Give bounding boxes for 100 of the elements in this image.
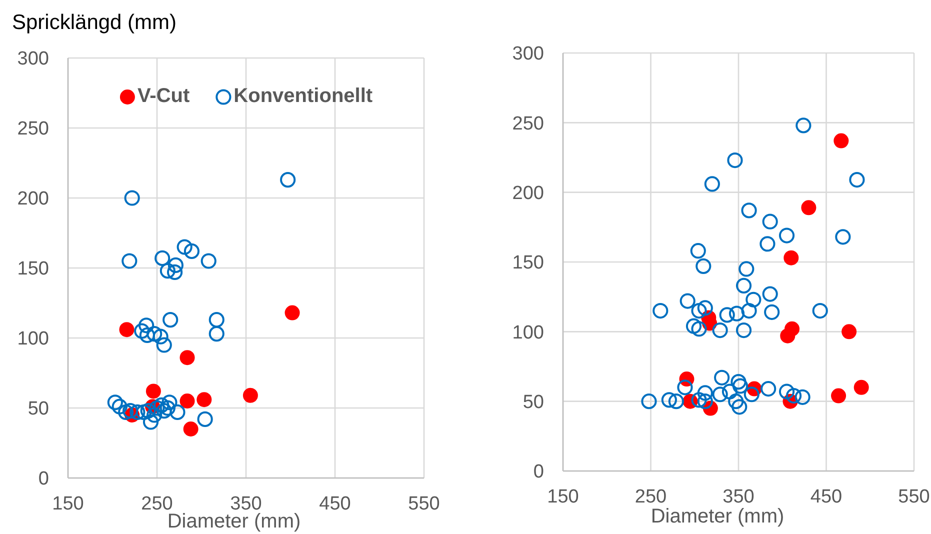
x-tick-label: 250 [634,486,667,508]
point [727,152,743,168]
y-axis-title: Spricklängd (mm) [12,11,177,35]
point [180,394,195,408]
point [680,293,696,309]
point [801,200,816,216]
point [146,407,162,423]
legend-label: V-Cut [137,85,190,108]
point [728,394,744,410]
point [730,374,746,390]
point [196,392,212,408]
point [690,243,706,259]
point [831,388,846,404]
point [107,394,123,410]
x-axis-title: Diameter (mm) [650,506,784,528]
point [722,384,738,400]
y-tick-label: 100 [17,328,49,350]
point [778,228,795,244]
point [697,394,713,410]
point [677,380,693,396]
x-tick-label: 550 [408,493,440,514]
point [142,414,159,430]
point [812,302,828,319]
y-tick-label: 0 [533,462,544,483]
y-tick-label: 200 [512,183,544,204]
y-tick-label: 200 [17,188,49,210]
point [167,264,183,280]
point [641,394,657,410]
point [122,253,138,269]
y-tick-label: 100 [512,322,544,344]
point [156,403,172,419]
point [714,370,730,386]
point [668,394,684,410]
point [184,243,200,259]
point [691,392,707,408]
point [834,133,849,148]
point [162,394,178,410]
point [741,302,757,319]
point [180,350,195,366]
point [762,214,778,230]
legend-label: Konventionellt [234,85,373,108]
point [719,307,735,323]
y-tick-label: 250 [17,118,49,140]
point [764,304,780,320]
point [778,384,795,400]
point [762,286,778,302]
point [712,386,728,402]
point [849,172,865,188]
x-tick-label: 150 [547,486,579,508]
point [160,263,176,279]
point [784,250,799,266]
point [794,389,810,405]
point [138,318,154,334]
point [112,398,128,414]
point [691,321,707,337]
point [746,292,762,308]
point [796,118,812,134]
x-tick-label: 550 [898,486,930,508]
point [183,422,198,436]
y-tick-label: 150 [512,252,544,274]
point [160,400,176,416]
point [696,258,712,274]
point [661,392,677,408]
point [124,190,140,206]
point [786,388,802,404]
point [697,385,713,401]
y-tick-label: 250 [512,113,544,134]
point [200,253,216,269]
point [284,305,300,320]
x-tick-label: 350 [722,486,754,508]
x-tick-label: 450 [319,493,351,514]
point [139,327,156,343]
point [208,312,224,328]
point [736,322,752,338]
point [170,404,186,420]
y-tick-label: 300 [17,48,49,70]
point [162,312,178,328]
point [835,229,851,245]
point [154,397,170,413]
point [156,337,172,353]
point [704,176,720,192]
point [140,403,156,419]
point [146,384,161,399]
x-tick-label: 150 [52,493,84,514]
point [728,306,745,322]
point [686,318,702,334]
point [854,380,869,395]
point [176,239,192,255]
point [152,328,168,344]
point [697,300,713,316]
point [652,302,668,319]
point [736,278,752,294]
y-tick-label: 150 [17,258,49,280]
point [134,323,150,339]
point [168,257,184,273]
point [760,380,776,397]
x-tick-label: 450 [810,486,842,508]
y-tick-label: 300 [512,44,544,65]
y-tick-label: 0 [38,468,49,490]
point [130,404,146,420]
